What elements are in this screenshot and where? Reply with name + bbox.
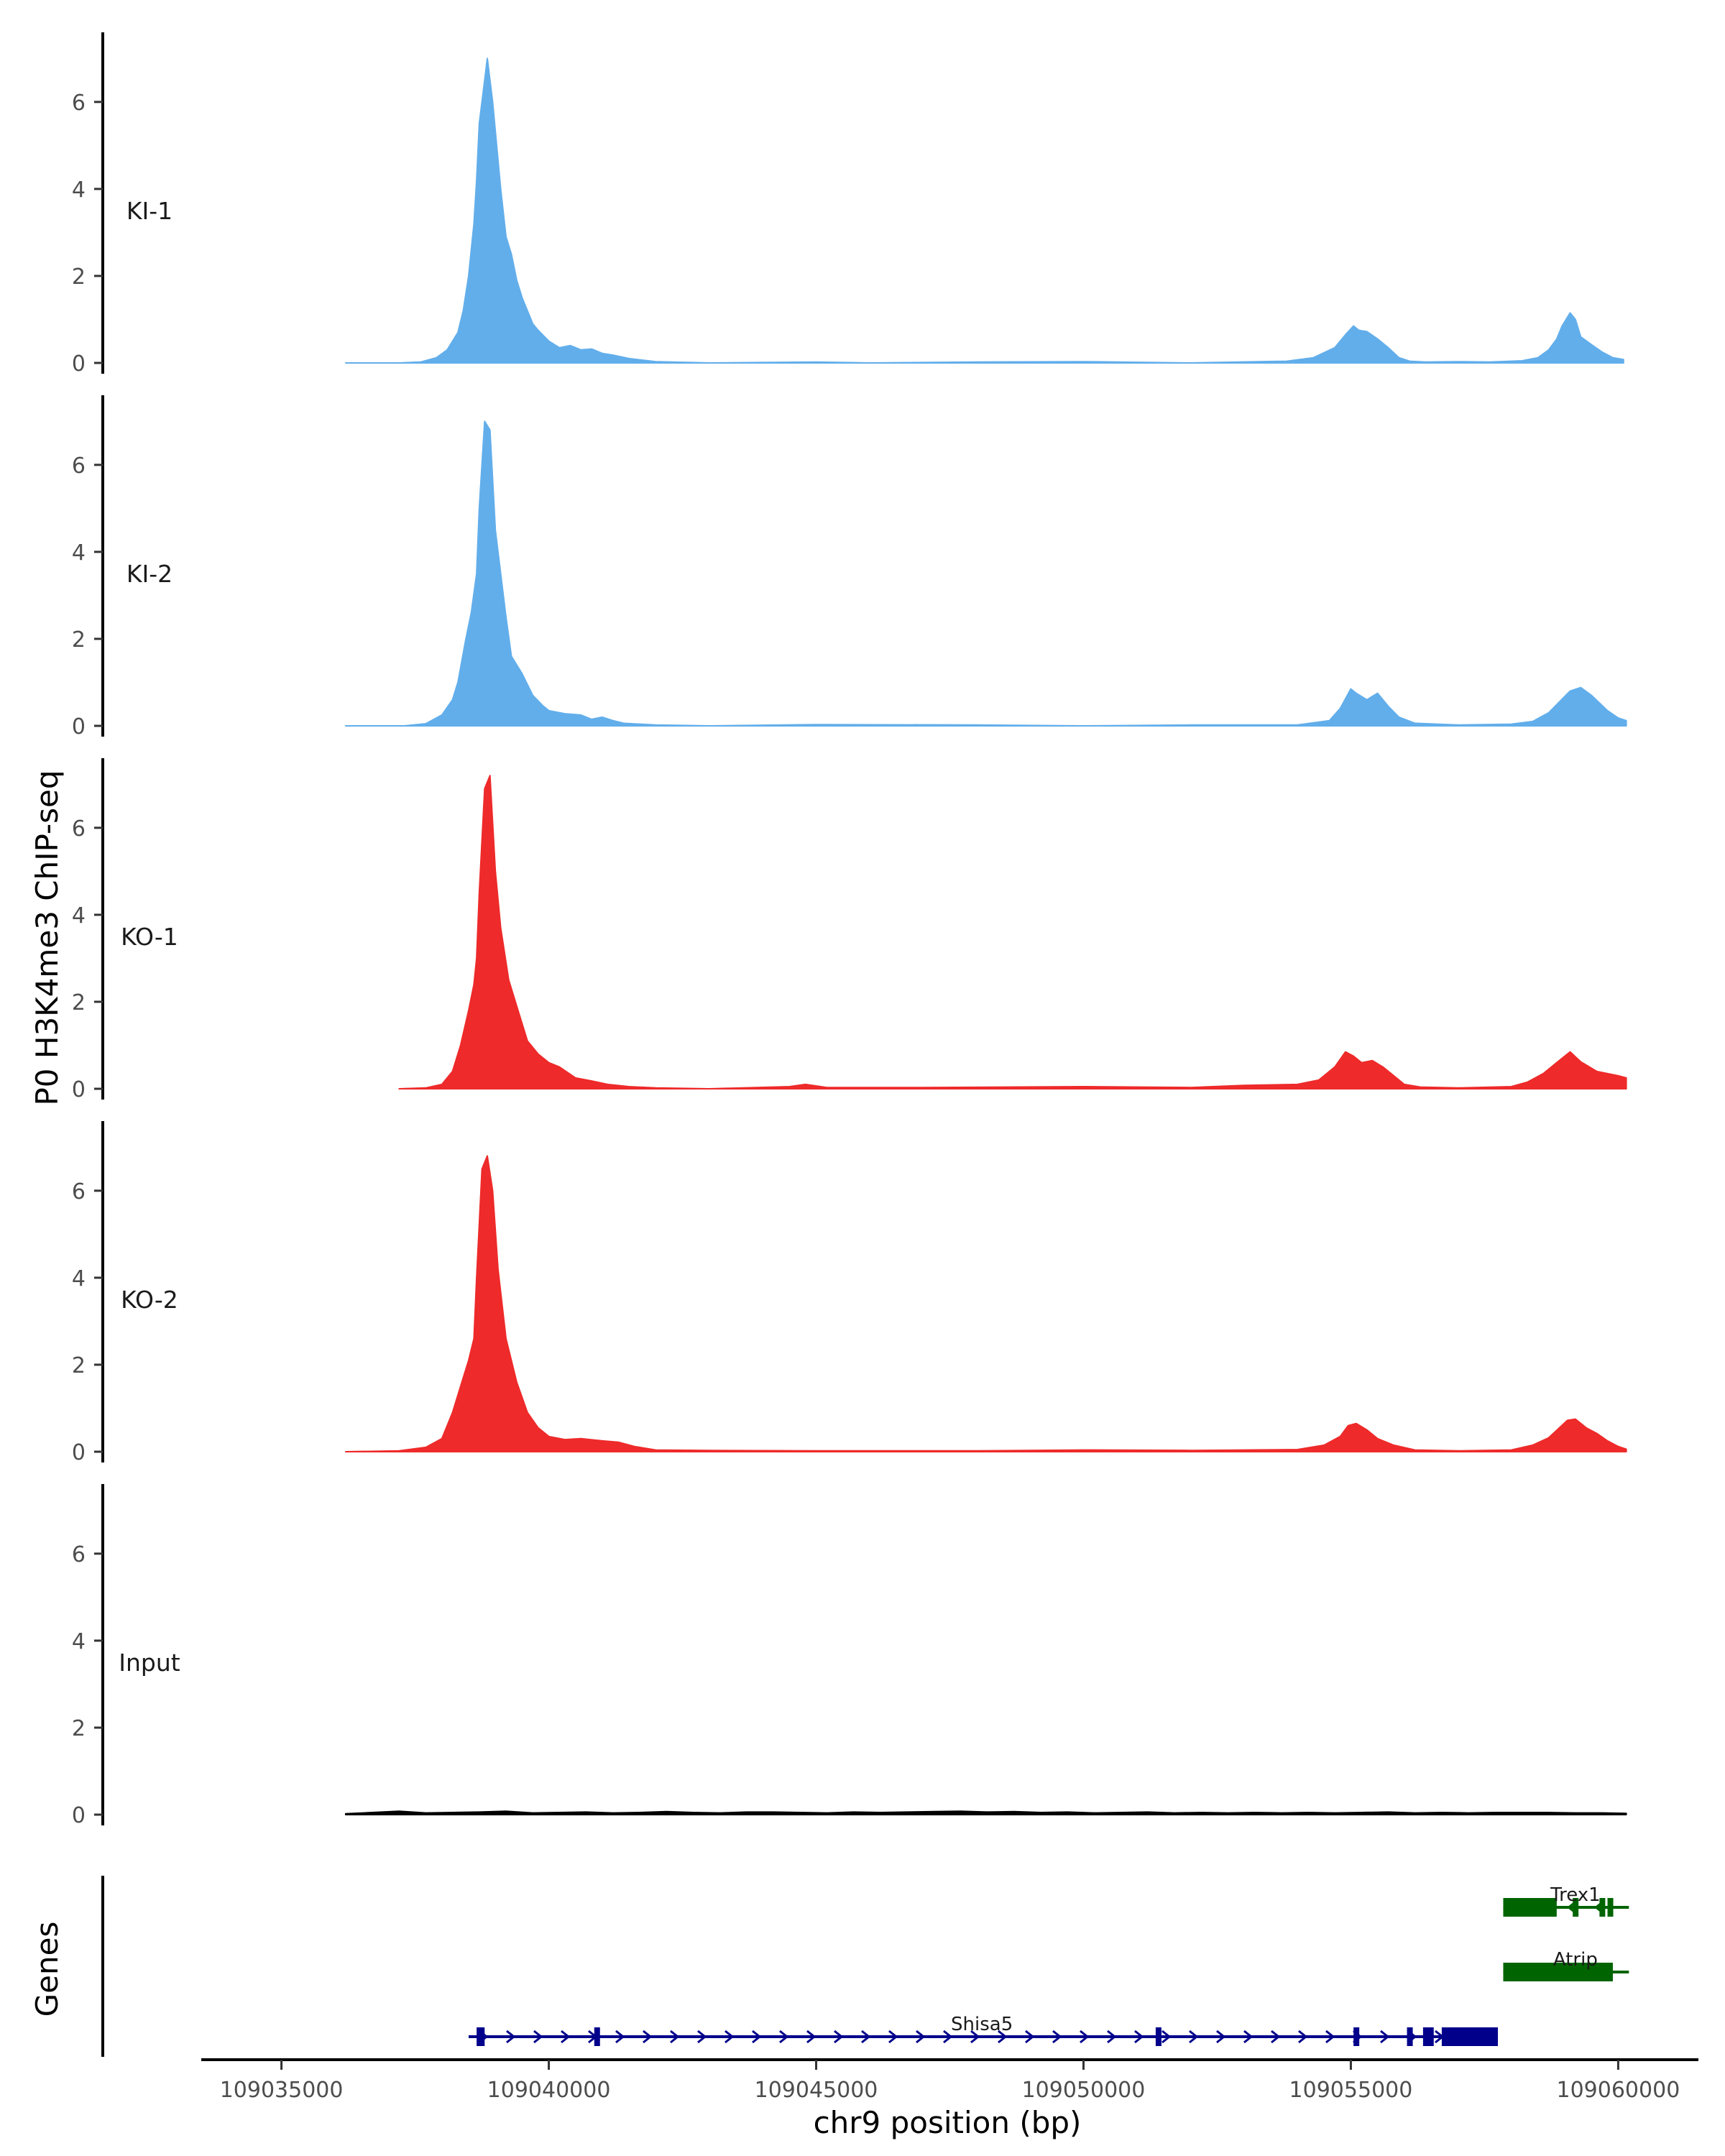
gene-label: Trex1	[1550, 1884, 1601, 1906]
coverage-area-input	[344, 1810, 1627, 1815]
x-tick-label: 109050000	[1022, 2078, 1146, 2103]
strand-arrow	[888, 2030, 898, 2044]
gene-exon	[1607, 1898, 1614, 1917]
y-tick-label: 4	[72, 178, 86, 203]
y-axis-title: P0 H3K4me3 ChIP-seq	[29, 770, 65, 1105]
strand-arrow	[1298, 2030, 1308, 2044]
coverage-area-ko-2	[344, 1155, 1627, 1452]
gene-exon	[1441, 2027, 1499, 2046]
gene-exon	[477, 2027, 485, 2046]
strand-arrow	[1052, 2030, 1062, 2044]
gene-exon	[1503, 1898, 1557, 1917]
strand-arrow	[806, 2030, 816, 2044]
y-tick-label: 0	[72, 1803, 86, 1828]
strand-arrow	[1243, 2030, 1254, 2044]
track-ki-1: 0 2 4 6 KI-1	[72, 32, 1624, 377]
gene-exon	[1407, 2027, 1413, 2046]
x-tick-label: 109045000	[755, 2078, 878, 2103]
y-tick-label: 6	[72, 816, 86, 842]
x-tick-label: 109055000	[1289, 2078, 1413, 2103]
track-label: KO-2	[121, 1286, 178, 1314]
strand-arrow	[1134, 2030, 1144, 2044]
gene-exon	[1573, 1898, 1579, 1917]
y-tick-label: 4	[72, 903, 86, 929]
strand-arrow	[1380, 2030, 1390, 2044]
gene-exon	[1353, 2027, 1360, 2046]
strand-arrow	[1189, 2030, 1199, 2044]
strand-arrow	[1107, 2030, 1117, 2044]
strand-arrow	[615, 2030, 625, 2044]
strand-arrow	[861, 2030, 871, 2044]
strand-arrow	[1080, 2030, 1090, 2044]
y-tick-label: 2	[72, 1353, 86, 1378]
strand-arrow	[670, 2030, 680, 2044]
track-label: KI-2	[126, 560, 172, 588]
y-tick-label: 0	[72, 1440, 86, 1465]
gene-exon	[1503, 1963, 1613, 1981]
gene-exon	[1599, 1898, 1606, 1917]
gene-exon	[1422, 2027, 1434, 2046]
track-input: 0 2 4 6 Input	[72, 1484, 1627, 1828]
strand-arrow	[1325, 2030, 1335, 2044]
strand-arrow	[943, 2030, 953, 2044]
coverage-area-ki-1	[344, 57, 1624, 364]
gene-shisa5: Shisa5	[468, 2014, 1499, 2046]
strand-arrow	[1271, 2030, 1281, 2044]
coverage-area-ki-2	[344, 420, 1627, 727]
gene-atrip: Atrip	[1503, 1949, 1629, 1981]
y-tick-label: 6	[72, 91, 86, 116]
gene-annotation-track: Trex1 Atrip Shisa5	[101, 1876, 1629, 2057]
gene-label: Shisa5	[951, 2014, 1013, 2035]
strand-arrow	[1025, 2030, 1035, 2044]
strand-arrow	[1162, 2030, 1172, 2044]
track-label: KO-1	[121, 923, 178, 951]
strand-arrow	[697, 2030, 707, 2044]
strand-arrow	[643, 2030, 653, 2044]
gene-exon	[594, 2027, 600, 2046]
x-tick-label: 109040000	[487, 2078, 611, 2103]
strand-arrow	[834, 2030, 844, 2044]
x-tick-label: 109060000	[1557, 2078, 1680, 2103]
x-axis: 109035000 109040000 109045000 109050000 1090…	[201, 2058, 1698, 2103]
y-tick-label: 2	[72, 264, 86, 290]
strand-arrow	[1216, 2030, 1226, 2044]
y-tick-label: 0	[72, 714, 86, 740]
y-tick-label: 2	[72, 990, 86, 1015]
coverage-tracks: 0 2 4 6 KI-1 0 2 4 6 KI-2 0 2 4 6 KO-1 0 2 4 6 KO-2 0 2 4 6 Inpu…	[72, 32, 1627, 1828]
gene-trex1: Trex1	[1503, 1884, 1629, 1917]
y-tick-label: 2	[72, 1716, 86, 1741]
y-tick-label: 6	[72, 453, 86, 479]
strand-arrow	[561, 2030, 571, 2044]
gene-label: Atrip	[1553, 1949, 1598, 1971]
y-tick-label: 0	[72, 1077, 86, 1102]
y-tick-label: 0	[72, 351, 86, 377]
x-tick-label: 109035000	[220, 2078, 344, 2103]
x-axis-title: chr9 position (bp)	[814, 2105, 1082, 2140]
strand-arrow	[916, 2030, 926, 2044]
y-tick-label: 4	[72, 1629, 86, 1654]
genes-axis-title: Genes	[29, 1922, 65, 2017]
strand-arrow	[779, 2030, 789, 2044]
coverage-area-ko-1	[398, 775, 1627, 1089]
strand-arrow	[533, 2030, 543, 2044]
strand-arrow	[998, 2030, 1008, 2044]
y-tick-label: 4	[72, 540, 86, 566]
track-ki-2: 0 2 4 6 KI-2	[72, 395, 1627, 740]
y-tick-label: 4	[72, 1266, 86, 1291]
y-tick-label: 6	[72, 1179, 86, 1204]
strand-arrow	[724, 2030, 735, 2044]
strand-arrow	[506, 2030, 516, 2044]
track-ko-1: 0 2 4 6 KO-1	[72, 758, 1627, 1102]
track-label: KI-1	[126, 197, 172, 225]
y-tick-label: 6	[72, 1542, 86, 1567]
gene-exon	[1155, 2027, 1162, 2046]
track-label: Input	[119, 1649, 180, 1677]
strand-arrow	[752, 2030, 762, 2044]
y-tick-label: 2	[72, 627, 86, 653]
track-ko-2: 0 2 4 6 KO-2	[72, 1121, 1627, 1465]
strand-arrow	[970, 2030, 980, 2044]
